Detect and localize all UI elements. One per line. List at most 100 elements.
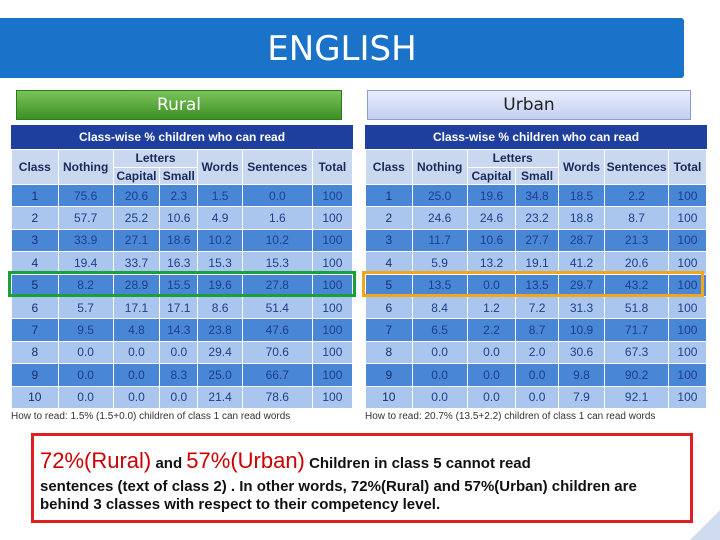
table-cell: 8.2 <box>57 273 114 297</box>
table-row: 9 0.0 0.0 8.3 25.0 66.7 100 <box>11 363 354 387</box>
table-cell: 1.5 <box>197 183 243 208</box>
table-cell: 20.6 <box>112 183 161 208</box>
rural-table: Class Nothing Letters Words Sentences To… <box>11 149 354 409</box>
rural-percentage: 72%(Rural) <box>40 448 152 473</box>
callout-lead: Children in class 5 cannot read <box>309 455 531 472</box>
table-row: 6 8.4 1.2 7.2 31.3 51.8 100 <box>365 295 708 320</box>
table-cell: 100 <box>667 340 708 365</box>
table-cell: 0.0 <box>159 340 199 365</box>
table-cell: 25.2 <box>112 206 161 230</box>
table-cell: 21.4 <box>197 385 243 409</box>
table-cell: 2.3 <box>159 183 199 208</box>
table-cell: 67.3 <box>604 340 669 365</box>
table-cell: 28.7 <box>557 228 606 253</box>
table-cell: 4 <box>365 251 413 275</box>
table-cell: 0.0 <box>411 363 468 387</box>
table-cell: 0.0 <box>466 340 517 365</box>
summary-callout: 72%(Rural) and 57%(Urban) Children in cl… <box>31 433 693 523</box>
table-cell: 0.0 <box>57 385 114 409</box>
table-cell: 2.2 <box>466 318 517 342</box>
table-cell: 21.3 <box>604 228 669 253</box>
table-cell: 100 <box>667 385 708 409</box>
table-cell: 25.0 <box>197 363 243 387</box>
table-cell: 2 <box>365 206 413 230</box>
callout-body: sentences (text of class 2) . In other w… <box>40 478 637 513</box>
table-cell: 100 <box>667 295 708 320</box>
table-cell: 7 <box>11 318 59 342</box>
table-cell: 8 <box>365 340 413 365</box>
table-cell: 9.5 <box>57 318 114 342</box>
col-header-class: Class <box>11 149 59 185</box>
table-cell: 20.6 <box>604 251 669 275</box>
table-cell: 2.2 <box>604 183 669 208</box>
table-cell: 19.4 <box>57 251 114 275</box>
col-header-small: Small <box>159 166 199 185</box>
table-cell: 8.4 <box>411 295 468 320</box>
table-row: 4 19.4 33.7 16.3 15.3 15.3 100 <box>11 251 354 275</box>
table-cell: 19.1 <box>515 251 559 275</box>
table-row: 1 75.6 20.6 2.3 1.5 0.0 100 <box>11 183 354 208</box>
table-cell: 0.0 <box>515 363 559 387</box>
table-cell: 8 <box>11 340 59 365</box>
col-header-sentences: Sentences <box>241 149 313 185</box>
table-cell: 1.2 <box>466 295 517 320</box>
table-cell: 10.2 <box>241 228 313 253</box>
table-cell: 75.6 <box>57 183 114 208</box>
table-cell: 0.0 <box>112 340 161 365</box>
table-cell: 6 <box>365 295 413 320</box>
table-row: 2 57.7 25.2 10.6 4.9 1.6 100 <box>11 206 354 230</box>
table-cell: 0.0 <box>159 385 199 409</box>
table-row: 4 5.9 13.2 19.1 41.2 20.6 100 <box>365 251 708 275</box>
table-cell: 5.7 <box>57 295 114 320</box>
table-cell: 0.0 <box>411 340 468 365</box>
table-cell: 100 <box>667 228 708 253</box>
table-cell: 15.3 <box>197 251 243 275</box>
table-cell: 0.0 <box>515 385 559 409</box>
table-cell: 13.5 <box>515 273 559 297</box>
col-header-total: Total <box>311 149 354 185</box>
table-cell: 10 <box>365 385 413 409</box>
table-cell: 15.5 <box>159 273 199 297</box>
table-cell: 51.4 <box>241 295 313 320</box>
rural-panel: Class-wise % children who can read Class… <box>11 125 354 422</box>
col-header-nothing: Nothing <box>57 149 114 185</box>
table-cell: 19.6 <box>466 183 517 208</box>
table-cell: 0.0 <box>466 273 517 297</box>
table-cell: 25.0 <box>411 183 468 208</box>
table-cell: 100 <box>667 318 708 342</box>
table-cell: 100 <box>311 318 354 342</box>
table-cell: 31.3 <box>557 295 606 320</box>
table-cell: 23.8 <box>197 318 243 342</box>
table-cell: 6.5 <box>411 318 468 342</box>
col-header-capital: Capital <box>466 166 517 185</box>
table-cell: 8.7 <box>515 318 559 342</box>
table-cell: 27.1 <box>112 228 161 253</box>
table-cell: 0.0 <box>112 385 161 409</box>
table-cell: 100 <box>311 273 354 297</box>
table-cell: 66.7 <box>241 363 313 387</box>
table-cell: 29.4 <box>197 340 243 365</box>
table-cell: 29.7 <box>557 273 606 297</box>
table-cell: 10.9 <box>557 318 606 342</box>
table-row: 1 25.0 19.6 34.8 18.5 2.2 100 <box>365 183 708 208</box>
table-cell: 2.0 <box>515 340 559 365</box>
col-header-capital: Capital <box>112 166 161 185</box>
table-cell: 0.0 <box>466 363 517 387</box>
table-cell: 33.9 <box>57 228 114 253</box>
table-cell: 4.8 <box>112 318 161 342</box>
table-cell: 10 <box>11 385 59 409</box>
table-cell: 0.0 <box>241 183 313 208</box>
table-row: 7 6.5 2.2 8.7 10.9 71.7 100 <box>365 318 708 342</box>
table-cell: 10.2 <box>197 228 243 253</box>
table-cell: 90.2 <box>604 363 669 387</box>
col-header-class: Class <box>365 149 413 185</box>
table-cell: 8.7 <box>604 206 669 230</box>
table-row: 3 33.9 27.1 18.6 10.2 10.2 100 <box>11 228 354 253</box>
table-cell: 27.7 <box>515 228 559 253</box>
table-cell: 4.9 <box>197 206 243 230</box>
table-cell: 100 <box>311 295 354 320</box>
table-cell: 1.6 <box>241 206 313 230</box>
table-row: 5 13.5 0.0 13.5 29.7 43.2 100 <box>365 273 708 297</box>
table-cell: 0.0 <box>57 363 114 387</box>
table-cell: 3 <box>365 228 413 253</box>
